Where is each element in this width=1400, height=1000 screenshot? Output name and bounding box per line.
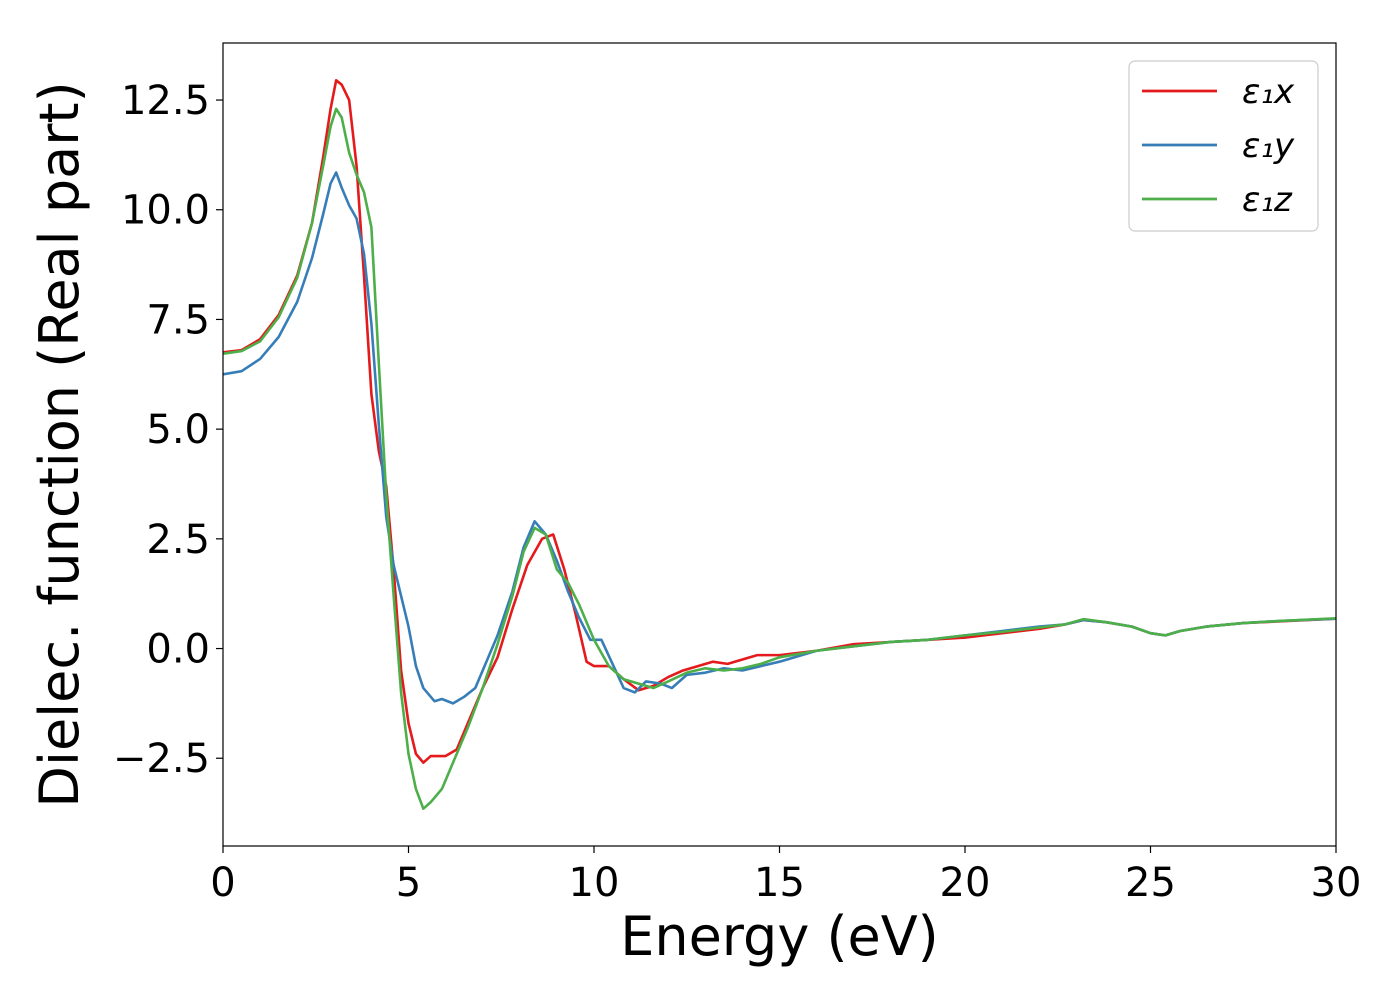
x-axis: 0 5 10 15 20 25 30 <box>210 846 1361 906</box>
y-axis: −2.5 0.0 2.5 5.0 7.5 10.0 12.5 <box>113 78 223 782</box>
x-tick-label: 10 <box>569 860 620 906</box>
x-tick-label: 5 <box>396 860 421 906</box>
y-tick-label: 0.0 <box>146 627 210 673</box>
y-axis-title: Dielec. function (Real part) <box>28 81 91 807</box>
y-tick-label: 7.5 <box>146 297 210 343</box>
legend-label: ε₁x <box>1242 72 1295 112</box>
legend-label: ε₁z <box>1242 180 1293 220</box>
x-tick-label: 0 <box>210 860 235 906</box>
y-tick-label: 10.0 <box>121 188 210 234</box>
x-tick-label: 15 <box>754 860 805 906</box>
x-tick-label: 30 <box>1311 860 1362 906</box>
y-tick-label: 12.5 <box>121 78 210 124</box>
x-axis-title: Energy (eV) <box>620 905 939 968</box>
series-layer <box>223 79 1336 810</box>
y-tick-label: −2.5 <box>113 736 210 782</box>
legend-label: ε₁y <box>1242 126 1295 166</box>
y-tick-label: 5.0 <box>146 407 210 453</box>
y-tick-label: 2.5 <box>146 517 210 563</box>
x-tick-label: 20 <box>940 860 991 906</box>
x-tick-label: 25 <box>1125 860 1176 906</box>
series-line-2 <box>223 171 1336 705</box>
legend-box <box>1128 60 1319 232</box>
legend: ε₁x ε₁y ε₁z <box>1128 60 1319 232</box>
series-line-3 <box>223 107 1336 810</box>
